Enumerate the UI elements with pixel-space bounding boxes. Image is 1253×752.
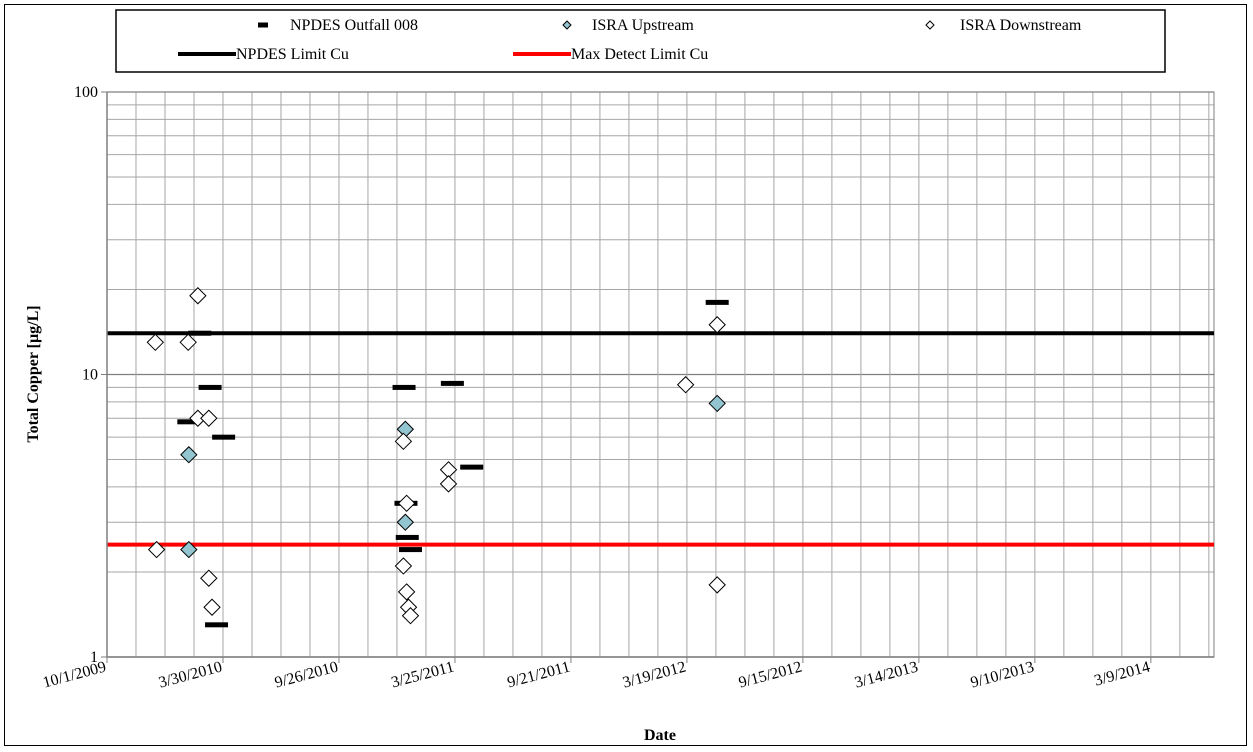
npdes-outfall-point xyxy=(188,330,212,336)
npdes-outfall-point xyxy=(392,384,416,390)
grid xyxy=(106,91,1214,658)
data-marks xyxy=(146,287,729,628)
x-tick-label: 3/19/2012 xyxy=(621,658,688,691)
legend-marker-isra-upstream xyxy=(562,20,572,30)
isra-downstream-point xyxy=(147,540,166,559)
legend-marker-npdes-outfall xyxy=(258,22,268,28)
isra-downstream-point xyxy=(676,376,695,394)
y-tick-label: 1 xyxy=(90,649,98,666)
isra-downstream-point xyxy=(203,598,221,616)
npdes-outfall-point xyxy=(705,299,729,305)
legend-marker-isra-downstream xyxy=(925,20,935,30)
isra-downstream-point xyxy=(179,333,197,352)
isra-upstream-point xyxy=(180,446,198,464)
npdes-outfall-point xyxy=(398,547,422,553)
isra-downstream-point xyxy=(439,475,458,493)
legend-label: Max Detect Limit Cu xyxy=(571,46,708,63)
x-tick-label: 3/25/2011 xyxy=(389,658,456,691)
isra-upstream-point xyxy=(396,513,415,531)
npdes-outfall-point xyxy=(177,419,201,425)
y-tick-label: 100 xyxy=(74,84,98,101)
x-tick-label: 10/1/2009 xyxy=(41,658,108,691)
isra-upstream-point xyxy=(708,394,726,413)
x-tick-label: 9/15/2012 xyxy=(737,658,804,691)
npdes-outfall-point xyxy=(440,380,464,386)
x-tick-label: 3/30/2010 xyxy=(157,658,224,691)
isra-upstream-point xyxy=(180,540,198,559)
x-tick-label: 9/26/2010 xyxy=(273,658,340,691)
isra-downstream-point xyxy=(397,583,416,601)
isra-downstream-point xyxy=(397,494,416,513)
isra-downstream-point xyxy=(708,316,726,334)
isra-downstream-point xyxy=(189,287,207,305)
legend-box xyxy=(115,9,1166,73)
npdes-outfall-point xyxy=(198,384,222,390)
y-tick-label: 10 xyxy=(82,367,98,384)
npdes-outfall-point xyxy=(212,434,236,440)
x-tick-label: 9/10/2013 xyxy=(969,658,1036,691)
reference-lines xyxy=(107,331,1214,547)
legend-label: NPDES Outfall 008 xyxy=(290,17,418,34)
isra-downstream-point xyxy=(394,432,413,451)
isra-downstream-point xyxy=(708,576,726,594)
x-tick-label: 3/9/2014 xyxy=(1093,658,1152,689)
legend: NPDES Outfall 008 ISRA Upstream ISRA Downs… xyxy=(178,17,1082,63)
isra-downstream-point xyxy=(200,409,218,427)
legend-label: NPDES Limit Cu xyxy=(236,46,349,63)
npdes-outfall-point xyxy=(395,534,419,540)
legend-label: ISRA Upstream xyxy=(592,17,694,34)
x-tick-label: 9/21/2011 xyxy=(505,658,572,691)
x-axis-title: Date xyxy=(644,727,676,744)
y-axis-title: Total Copper [µg/L] xyxy=(25,305,42,442)
isra-downstream-point xyxy=(200,569,218,587)
isra-downstream-point xyxy=(146,333,165,352)
legend-label: ISRA Downstream xyxy=(960,17,1082,34)
npdes-outfall-point xyxy=(205,622,229,628)
isra-downstream-point xyxy=(394,557,413,575)
isra-downstream-point xyxy=(401,607,420,625)
x-tick-label: 3/14/2013 xyxy=(853,658,920,691)
npdes-outfall-point xyxy=(460,464,484,470)
